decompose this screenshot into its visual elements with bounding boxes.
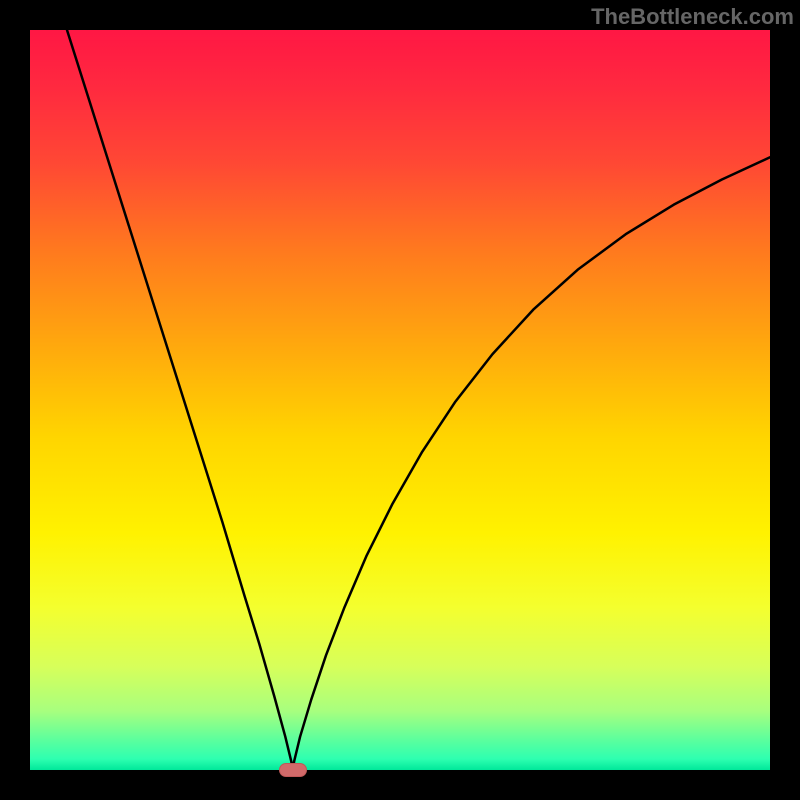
chart-container: TheBottleneck.com	[0, 0, 800, 800]
optimum-marker	[279, 763, 307, 777]
plot-area	[30, 30, 770, 770]
bottleneck-curve	[67, 30, 770, 770]
watermark-text: TheBottleneck.com	[591, 4, 794, 30]
curve-layer	[30, 30, 770, 770]
